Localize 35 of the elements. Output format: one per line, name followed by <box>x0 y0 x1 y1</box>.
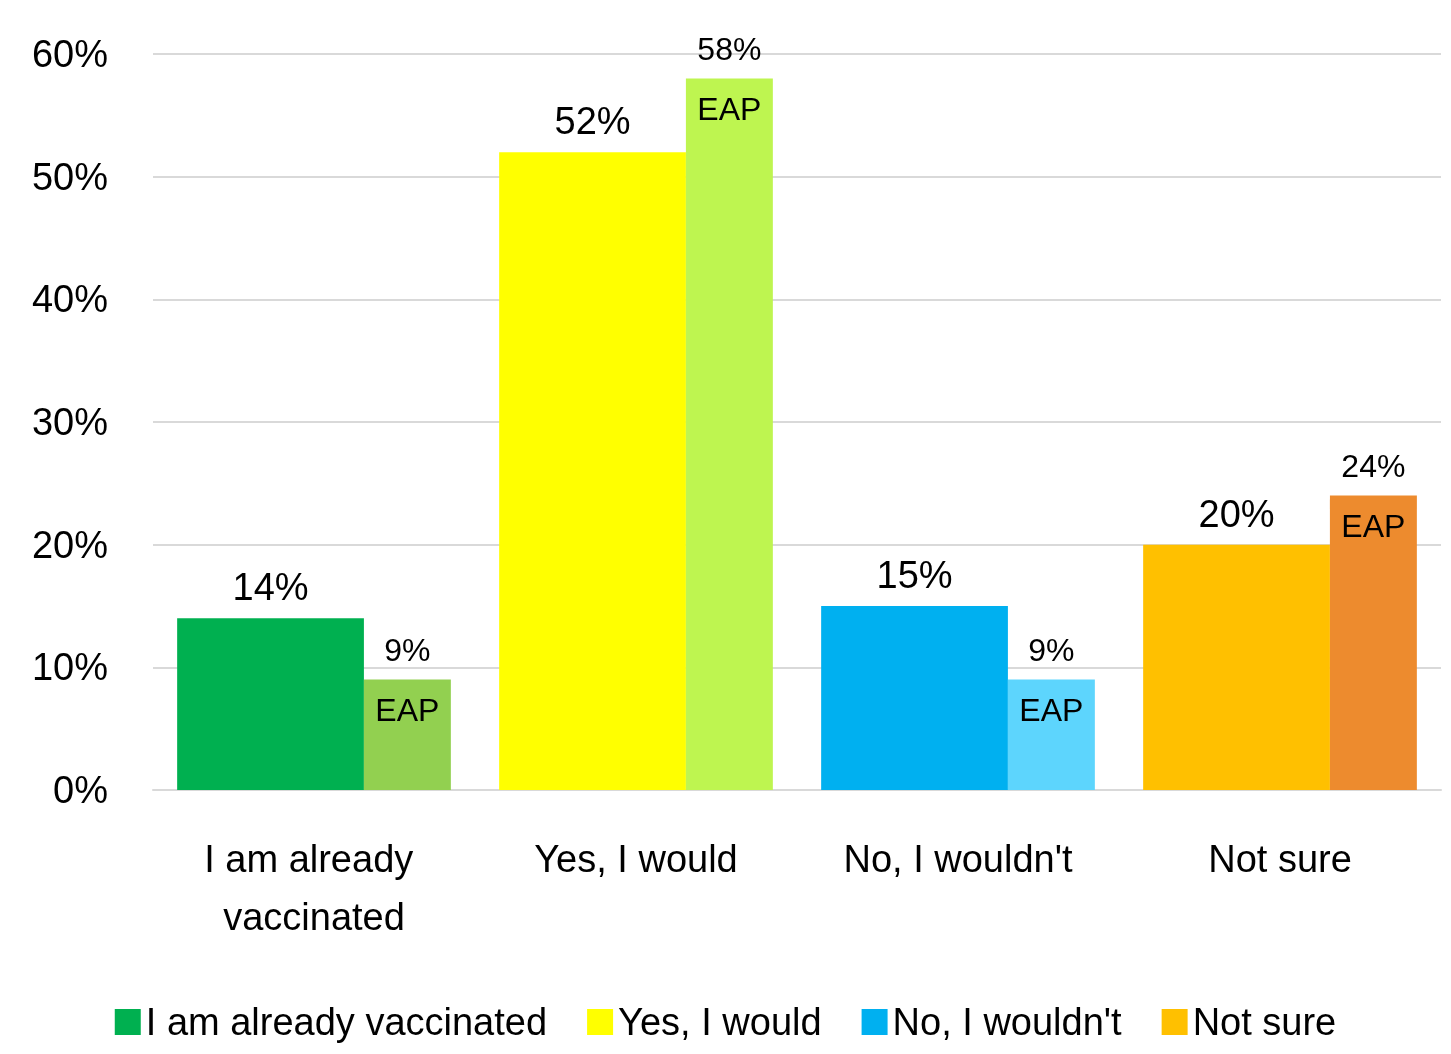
legend-label: Yes, I would <box>618 1001 822 1043</box>
bar <box>685 78 773 790</box>
x-tick-label: Not sure <box>1208 838 1352 880</box>
data-label: 24% <box>1341 447 1406 484</box>
legend-label: I am already vaccinated <box>145 1001 548 1043</box>
data-label: 9% <box>384 631 431 668</box>
y-tick-label: 0% <box>53 769 108 811</box>
y-tick-label: 50% <box>31 155 108 198</box>
legend-label: No, I wouldn't <box>892 1001 1123 1043</box>
y-tick-label: 40% <box>31 278 108 321</box>
x-tick-label: Yes, I would <box>534 838 738 880</box>
bar <box>1329 495 1417 790</box>
text: EAP <box>375 691 440 728</box>
data-label: 58% <box>697 30 762 67</box>
y-tick-label: 20% <box>31 523 108 566</box>
series-label: EAP <box>1019 691 1084 728</box>
text: EAP <box>697 90 762 127</box>
data-label: 15% <box>876 554 953 596</box>
legend-label: Not sure <box>1192 1001 1337 1043</box>
bar <box>1007 679 1095 790</box>
data-label: 14% <box>232 566 309 609</box>
text: EAP <box>1341 507 1406 544</box>
x-tick-label: I am already vaccinated <box>204 838 424 938</box>
data-label: 52% <box>554 100 631 143</box>
y-tick-label: 60% <box>31 33 108 75</box>
bar <box>499 152 686 790</box>
bar <box>1143 544 1330 790</box>
data-label: 9% <box>1028 631 1075 668</box>
bar <box>177 618 364 790</box>
bar <box>821 606 1008 790</box>
y-tick-label: 10% <box>31 646 108 689</box>
bar <box>363 679 451 790</box>
x-tick-label: No, I wouldn't <box>843 838 1073 880</box>
data-label: 20% <box>1198 492 1275 535</box>
y-tick-label: 30% <box>31 401 108 443</box>
